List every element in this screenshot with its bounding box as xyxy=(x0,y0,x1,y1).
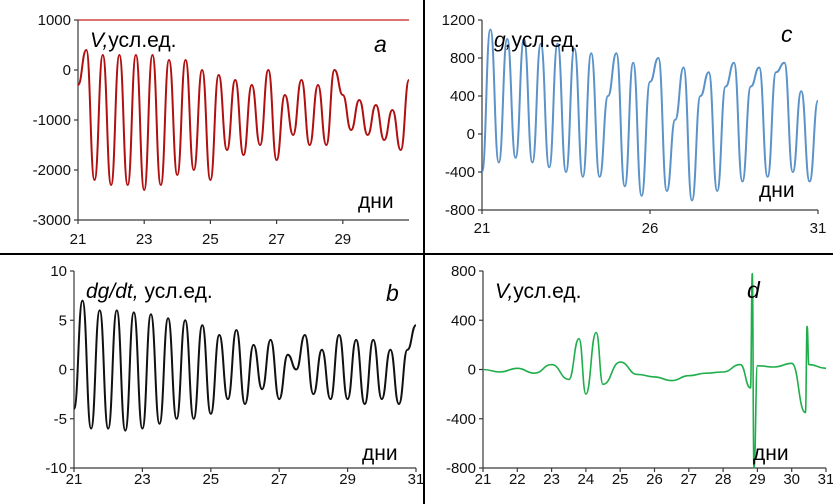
panel-a: 1000 0 -1000 -2000 -3000 21 23 25 27 29 V,усл.ед. a… xyxy=(33,12,410,248)
panel-c-ytick-label: -400 xyxy=(445,164,475,181)
panel-d-xtick-label: 30 xyxy=(783,471,800,488)
panel-a-ytick-label: 1000 xyxy=(38,12,71,29)
panel-a-ytick-label: -1000 xyxy=(33,112,71,129)
panel-c-ytick-label: -800 xyxy=(445,202,475,219)
panel-a-xtick-label: 29 xyxy=(334,231,351,248)
panel-d-ytick-label: 0 xyxy=(468,362,476,379)
panel-b-xtick-label: 23 xyxy=(134,471,151,488)
panel-a-series-line xyxy=(77,48,410,192)
panel-d-xtick-label: 29 xyxy=(749,471,766,488)
panel-a-label-unit: усл.ед. xyxy=(108,29,176,52)
panel-c-series-line xyxy=(481,28,819,202)
panel-b-ytick-label: -5 xyxy=(54,411,67,428)
panel-a-xtick-label: 21 xyxy=(70,231,87,248)
panel-b-ytick-label: 0 xyxy=(59,362,67,379)
panel-d-label-symbol: V, xyxy=(495,280,513,303)
panel-b-xtick-label: 21 xyxy=(66,471,83,488)
panel-a-xtick-label: 27 xyxy=(268,231,285,248)
panel-d-xtick-label: 24 xyxy=(578,471,595,488)
panel-d-xtick-label: 27 xyxy=(680,471,697,488)
panel-a-ytick-label: -3000 xyxy=(33,212,71,229)
panel-d-xtick-label: 26 xyxy=(646,471,663,488)
panel-b-ytick-label: 5 xyxy=(59,312,67,329)
panel-d-ytick-label: -400 xyxy=(446,411,476,428)
panel-a-xtick-label: 23 xyxy=(136,231,153,248)
panel-b-xtick-label: 25 xyxy=(202,471,219,488)
panel-d-xtick-label: 22 xyxy=(509,471,526,488)
panel-a-ytick-label: 0 xyxy=(63,62,71,79)
panel-a-ytick-label: -2000 xyxy=(33,162,71,179)
panel-d-letter: d xyxy=(747,277,761,303)
panel-d-ytick-label: 800 xyxy=(451,263,476,280)
panel-d-xtick-label: 28 xyxy=(715,471,732,488)
panel-b-xtick-label: 31 xyxy=(408,471,425,488)
panel-b-xtick-label: 29 xyxy=(339,471,356,488)
panel-c-xtick-label: 31 xyxy=(810,220,827,237)
panel-d-xlabel: дни xyxy=(753,442,789,465)
panel-a-label-symbol: V, xyxy=(90,29,108,52)
panel-b-xtick-label: 27 xyxy=(271,471,288,488)
panel-a-xlabel: дни xyxy=(358,190,394,213)
panel-d-xtick-label: 23 xyxy=(543,471,560,488)
panel-a-xtick-label: 25 xyxy=(202,231,219,248)
panel-d-label-unit: усл.ед. xyxy=(513,280,581,303)
panel-c-label-unit: усл.ед. xyxy=(512,29,580,52)
panel-b-label-symbol: dg/dt, xyxy=(86,280,139,303)
panel-b-xlabel: дни xyxy=(362,442,398,465)
panel-d-label: V,усл.ед. xyxy=(495,280,581,303)
panel-c-letter: c xyxy=(781,21,793,47)
panel-d-series-line xyxy=(482,272,827,469)
panel-b-letter: b xyxy=(386,280,399,306)
panel-c-xlabel: дни xyxy=(759,179,795,202)
panel-c-xtick-label: 21 xyxy=(474,220,491,237)
panel-c-ytick-label: 0 xyxy=(467,126,475,143)
panel-a-letter: a xyxy=(374,31,387,57)
panel-c-label: g,усл.ед. xyxy=(494,29,580,52)
panel-b-label-unit: усл.ед. xyxy=(145,280,213,303)
panel-d-ytick-label: -800 xyxy=(446,460,476,477)
panel-c-ytick-label: 800 xyxy=(450,50,475,67)
panel-c-ytick-label: 1200 xyxy=(442,12,475,29)
panel-c-label-symbol: g, xyxy=(494,29,512,52)
panel-b-ytick-label: 10 xyxy=(50,263,67,280)
panel-c-xtick-label: 26 xyxy=(642,220,659,237)
panel-b-series-line xyxy=(73,299,417,432)
panel-b-label: dg/dt, усл.ед. xyxy=(86,280,213,303)
panel-d-ytick-label: 400 xyxy=(451,312,476,329)
panel-d-xtick-label: 25 xyxy=(612,471,629,488)
panel-d-xtick-label: 21 xyxy=(475,471,492,488)
panel-a-label: V,усл.ед. xyxy=(90,29,176,52)
panel-b-ytick-label: -10 xyxy=(45,460,67,477)
panel-c-ytick-label: 400 xyxy=(450,88,475,105)
panel-d-xtick-label: 31 xyxy=(818,471,833,488)
